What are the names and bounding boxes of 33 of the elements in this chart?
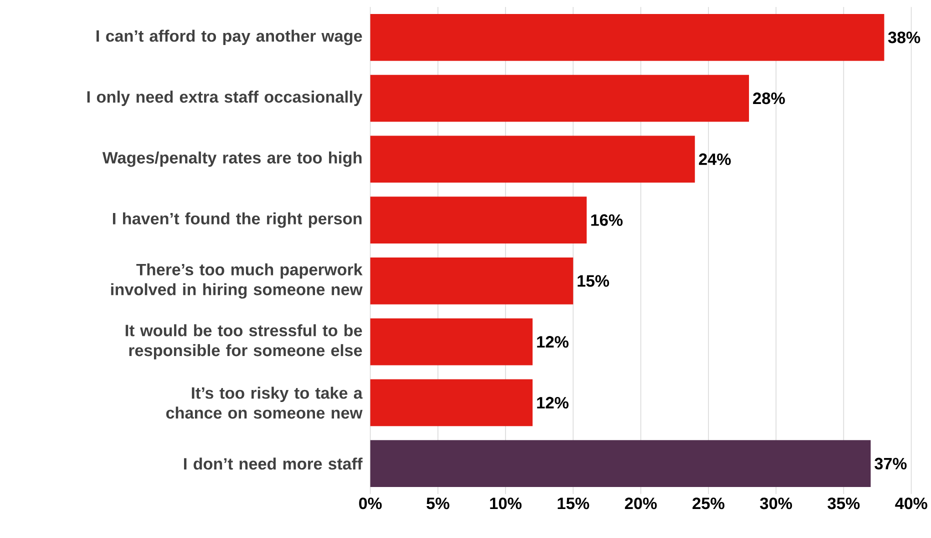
- bar: [370, 318, 533, 366]
- data-label: 15%: [578, 275, 610, 287]
- bar: [370, 136, 695, 183]
- y-tick-label: I only need extra staff occasionally: [87, 90, 362, 106]
- y-tick-label: It’s too risky to take a chance on someone new: [166, 386, 363, 419]
- data-label: 24%: [698, 153, 731, 166]
- bar: [370, 14, 884, 61]
- bar: [370, 258, 574, 304]
- x-tick-label: 30%: [760, 498, 792, 510]
- data-label: 38%: [888, 32, 920, 44]
- y-tick-label: I can’t afford to pay another wage: [96, 30, 362, 46]
- data-label: 37%: [874, 458, 907, 470]
- x-tick-label: 5%: [426, 498, 450, 510]
- x-tick-label: 15%: [558, 498, 590, 510]
- bar: [370, 196, 587, 244]
- x-tick-label: 40%: [895, 498, 928, 510]
- x-tick-label: 35%: [828, 498, 860, 510]
- y-tick-label: I haven’t found the right person: [112, 212, 362, 228]
- x-tick-label: 0%: [359, 498, 382, 510]
- data-label: 16%: [591, 214, 623, 226]
- data-label: 28%: [753, 92, 785, 104]
- data-label: 12%: [537, 396, 569, 409]
- x-tick-label: 10%: [490, 498, 522, 510]
- y-tick-label: It would be too stressful to be responsible for someone else: [126, 324, 362, 360]
- y-tick-label: I don’t need more staff: [184, 458, 363, 470]
- bar: [370, 74, 749, 122]
- x-tick-label: 25%: [692, 498, 724, 510]
- y-tick-label: There’s too much paperwork involved in hiring someone new: [111, 263, 363, 299]
- bar: [370, 379, 533, 426]
- x-tick-label: 20%: [624, 498, 657, 510]
- bar: [370, 440, 871, 488]
- data-label: 12%: [537, 336, 569, 348]
- y-tick-label: Wages/penalty rates are too high: [102, 152, 362, 167]
